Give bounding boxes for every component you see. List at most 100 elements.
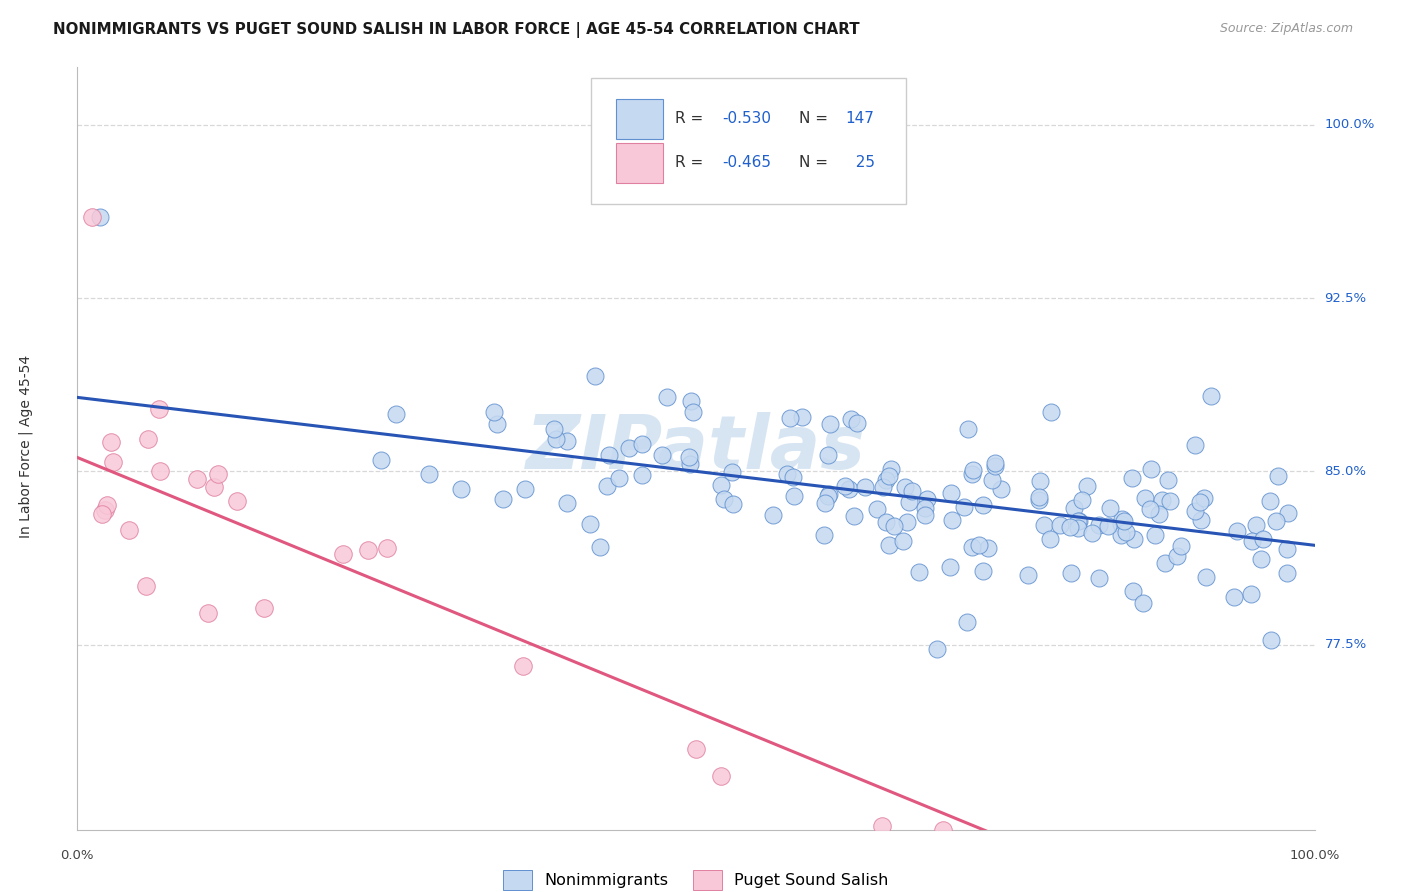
Point <box>332 547 354 561</box>
Point <box>1277 506 1299 520</box>
Point <box>977 541 1000 555</box>
Point <box>486 417 509 432</box>
Point <box>1139 501 1161 516</box>
Text: 0.0%: 0.0% <box>60 849 94 863</box>
Point <box>962 462 984 476</box>
Point <box>186 472 208 486</box>
Point <box>1115 524 1137 539</box>
Point <box>657 390 679 404</box>
Point <box>1139 462 1161 476</box>
Point <box>384 407 406 421</box>
Point <box>512 658 534 673</box>
Point <box>583 368 606 383</box>
Text: ZIPatlas: ZIPatlas <box>526 412 866 484</box>
Point <box>1063 501 1085 516</box>
Point <box>962 467 984 481</box>
Point <box>1199 389 1222 403</box>
Point <box>1244 517 1267 532</box>
FancyBboxPatch shape <box>616 143 662 183</box>
Point <box>1087 570 1109 584</box>
Point <box>1275 566 1298 581</box>
Point <box>907 565 929 579</box>
Point <box>492 492 515 507</box>
Point <box>896 515 918 529</box>
Point <box>782 469 804 483</box>
Text: 85.0%: 85.0% <box>1324 465 1367 478</box>
Point <box>1081 526 1104 541</box>
Text: In Labor Force | Age 45-54: In Labor Force | Age 45-54 <box>18 354 32 538</box>
Point <box>544 432 567 446</box>
Point <box>1028 491 1050 505</box>
Point <box>197 607 219 621</box>
Point <box>1240 534 1263 549</box>
Point <box>136 432 159 446</box>
Text: R =: R = <box>675 155 709 170</box>
Point <box>82 210 104 224</box>
Point <box>969 538 991 552</box>
Point <box>1109 516 1132 531</box>
Point <box>1060 566 1083 581</box>
Point <box>818 487 841 501</box>
Point <box>1159 493 1181 508</box>
Point <box>1250 552 1272 566</box>
Point <box>1157 473 1180 487</box>
Point <box>972 499 994 513</box>
Point <box>957 422 980 436</box>
Point <box>598 448 620 462</box>
Point <box>779 411 801 425</box>
Point <box>872 480 894 494</box>
Text: R =: R = <box>675 112 709 127</box>
Point <box>1071 493 1094 508</box>
Point <box>356 542 378 557</box>
Point <box>1184 504 1206 518</box>
Point <box>845 416 868 430</box>
Point <box>776 467 799 482</box>
Point <box>515 482 537 496</box>
Point <box>870 819 893 833</box>
Point <box>790 409 813 424</box>
Point <box>484 405 506 419</box>
Point <box>1239 587 1261 601</box>
FancyBboxPatch shape <box>591 78 907 204</box>
Text: N =: N = <box>799 155 832 170</box>
Point <box>682 405 704 419</box>
Point <box>723 497 745 511</box>
Point <box>925 642 948 657</box>
Point <box>817 489 839 503</box>
Point <box>713 492 735 507</box>
Text: -0.530: -0.530 <box>721 112 770 127</box>
Point <box>1150 492 1173 507</box>
Point <box>555 496 578 510</box>
Point <box>1109 528 1132 542</box>
Text: 147: 147 <box>845 112 875 127</box>
Point <box>783 489 806 503</box>
Point <box>589 540 612 554</box>
Point <box>710 769 733 783</box>
Point <box>953 500 976 514</box>
Point <box>709 478 731 492</box>
Point <box>631 437 654 451</box>
Point <box>1067 515 1090 529</box>
Point <box>135 579 157 593</box>
Point <box>939 560 962 574</box>
Point <box>1260 632 1282 647</box>
Point <box>1017 567 1039 582</box>
Point <box>1088 518 1111 533</box>
FancyBboxPatch shape <box>616 99 662 138</box>
Point <box>149 464 172 478</box>
Point <box>253 601 276 615</box>
Point <box>1195 570 1218 584</box>
Point <box>101 454 124 468</box>
Point <box>880 462 903 476</box>
Point <box>984 456 1007 470</box>
Point <box>596 479 619 493</box>
Point <box>984 458 1007 473</box>
Point <box>1166 549 1188 563</box>
Point <box>1076 478 1098 492</box>
Point <box>1039 533 1062 547</box>
Point <box>915 492 938 507</box>
Point <box>370 452 392 467</box>
Point <box>1028 492 1050 507</box>
Point <box>1189 495 1212 509</box>
Point <box>1275 542 1298 557</box>
